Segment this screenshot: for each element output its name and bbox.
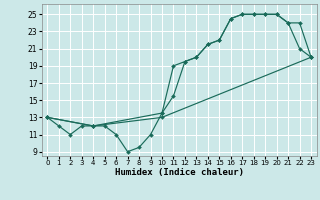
X-axis label: Humidex (Indice chaleur): Humidex (Indice chaleur) (115, 168, 244, 177)
